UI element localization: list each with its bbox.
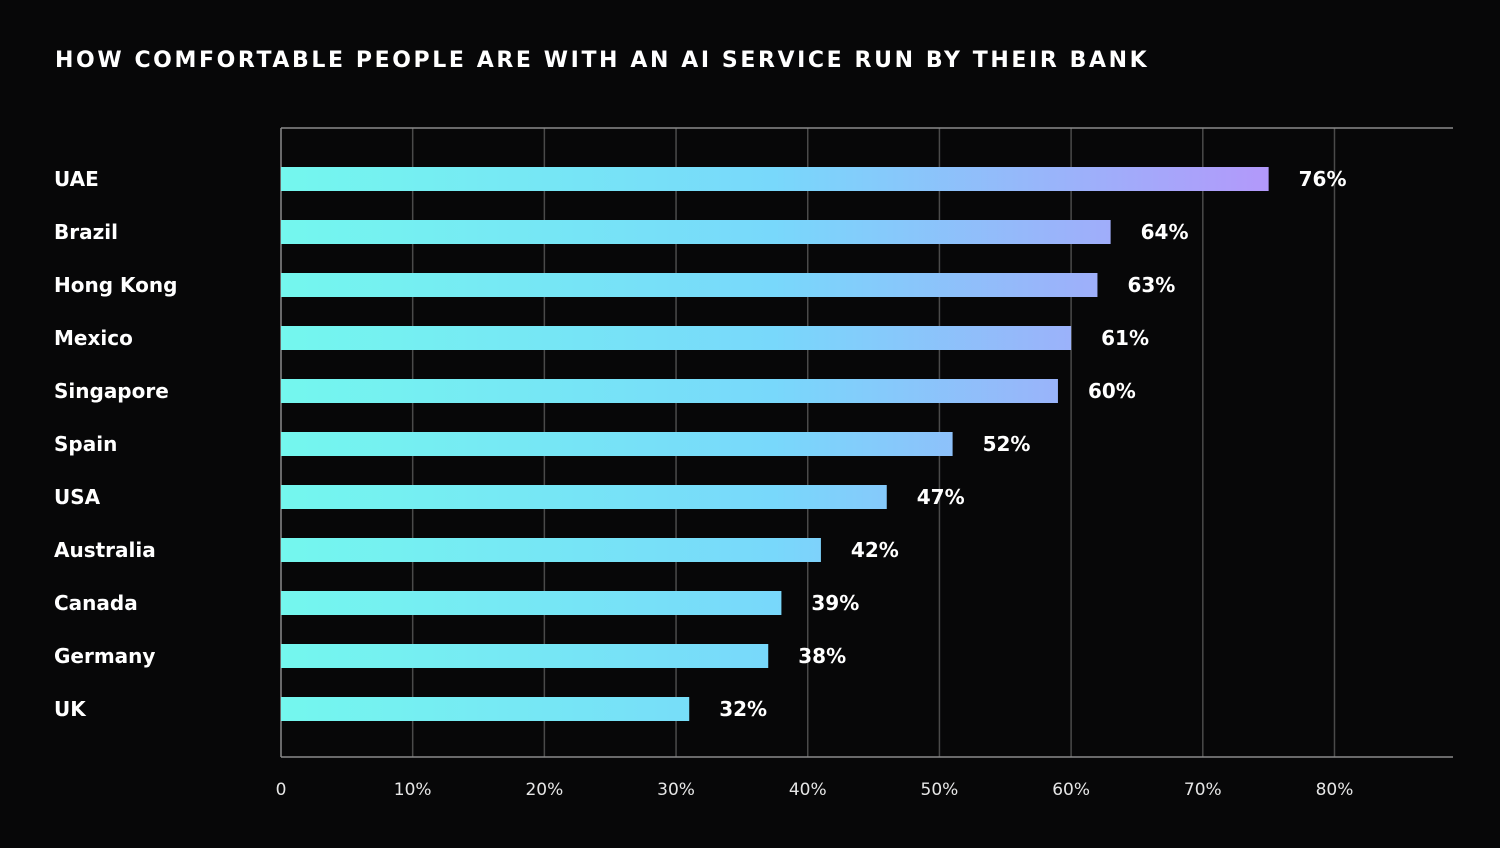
- value-label: 42%: [851, 538, 899, 562]
- bar: [281, 485, 887, 509]
- x-tick-label: 40%: [789, 780, 827, 800]
- bar: [281, 326, 1072, 350]
- category-label: Australia: [54, 538, 156, 562]
- x-tick-label: 60%: [1052, 780, 1090, 800]
- category-label: UAE: [54, 167, 99, 191]
- value-label: 52%: [983, 432, 1031, 456]
- bar: [281, 697, 690, 721]
- category-label: UK: [54, 697, 87, 721]
- value-label: 32%: [719, 697, 767, 721]
- category-label: Germany: [54, 644, 155, 668]
- bar: [281, 432, 953, 456]
- value-label: 63%: [1127, 273, 1175, 297]
- bar: [281, 591, 782, 615]
- x-tick-label: 70%: [1184, 780, 1222, 800]
- bars: [281, 167, 1269, 721]
- x-tick-label: 80%: [1316, 780, 1354, 800]
- x-tick-label: 0: [276, 780, 287, 800]
- bar: [281, 220, 1111, 244]
- x-tick-label: 50%: [921, 780, 959, 800]
- category-label: Mexico: [54, 326, 133, 350]
- bar: [281, 538, 821, 562]
- category-label: Hong Kong: [54, 273, 177, 297]
- bar: [281, 644, 769, 668]
- category-label: Spain: [54, 432, 117, 456]
- x-tick-label: 20%: [525, 780, 563, 800]
- value-label: 61%: [1101, 326, 1149, 350]
- bar: [281, 167, 1269, 191]
- category-label: Singapore: [54, 379, 169, 403]
- value-label: 76%: [1299, 167, 1347, 191]
- x-tick-label: 30%: [657, 780, 695, 800]
- value-label: 39%: [811, 591, 859, 615]
- x-tick-labels: 0 10% 20% 30% 40% 50% 60% 70% 80%: [276, 780, 1354, 800]
- category-label: Canada: [54, 591, 138, 615]
- bar: [281, 379, 1058, 403]
- value-label: 38%: [798, 644, 846, 668]
- x-tick-label: 10%: [394, 780, 432, 800]
- category-label: USA: [54, 485, 101, 509]
- category-label: Brazil: [54, 220, 118, 244]
- bar: [281, 273, 1098, 297]
- category-labels: UAE Brazil Hong Kong Mexico Singapore Spain US…: [54, 167, 177, 721]
- value-label: 60%: [1088, 379, 1136, 403]
- value-label: 64%: [1141, 220, 1189, 244]
- chart-title: HOW COMFORTABLE PEOPLE ARE WITH AN AI SE…: [55, 48, 1150, 73]
- value-label: 47%: [917, 485, 965, 509]
- value-labels: 76% 64% 63% 61% 60% 52% 47% 42% 39% 38% 32%: [719, 167, 1346, 721]
